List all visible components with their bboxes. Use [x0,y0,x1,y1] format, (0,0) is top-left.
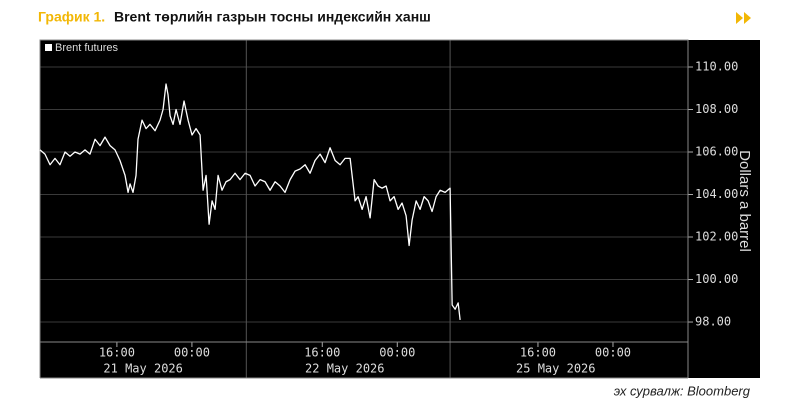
x-tick-label: 00:00 [595,346,631,360]
x-tick-label: 16:00 [520,346,556,360]
chart-title: Brent төрлийн газрын тосны индексийн хан… [114,9,431,25]
title-prefix: График 1. [38,9,105,25]
x-date-label: 22 May 2026 [305,362,384,376]
chevron [736,12,743,24]
chart-background [40,40,760,378]
legend-label: Brent futures [55,42,118,54]
plot-frame [39,39,689,343]
y-tick-label: 108.00 [695,102,738,116]
y-tick-label: 106.00 [695,145,738,159]
y-axis-label: Dollars a barrel [736,150,753,252]
x-date-label: 25 May 2026 [516,362,595,376]
x-tick-label: 00:00 [379,346,415,360]
x-tick-label: 16:00 [304,346,340,360]
y-tick-label: 102.00 [695,230,738,244]
arrow-icon [736,12,751,24]
y-tick-label: 98.00 [695,315,731,329]
x-date-label: 21 May 2026 [103,362,182,376]
x-tick-label: 00:00 [174,346,210,360]
x-tick-label: 16:00 [99,346,135,360]
legend-swatch [45,44,52,51]
y-tick-label: 110.00 [695,59,738,73]
price-line [39,83,461,320]
y-tick-label: 104.00 [695,187,738,201]
y-tick-label: 100.00 [695,272,738,286]
chevron [744,12,751,24]
source-note: эх сурвалж: Bloomberg [614,383,751,398]
